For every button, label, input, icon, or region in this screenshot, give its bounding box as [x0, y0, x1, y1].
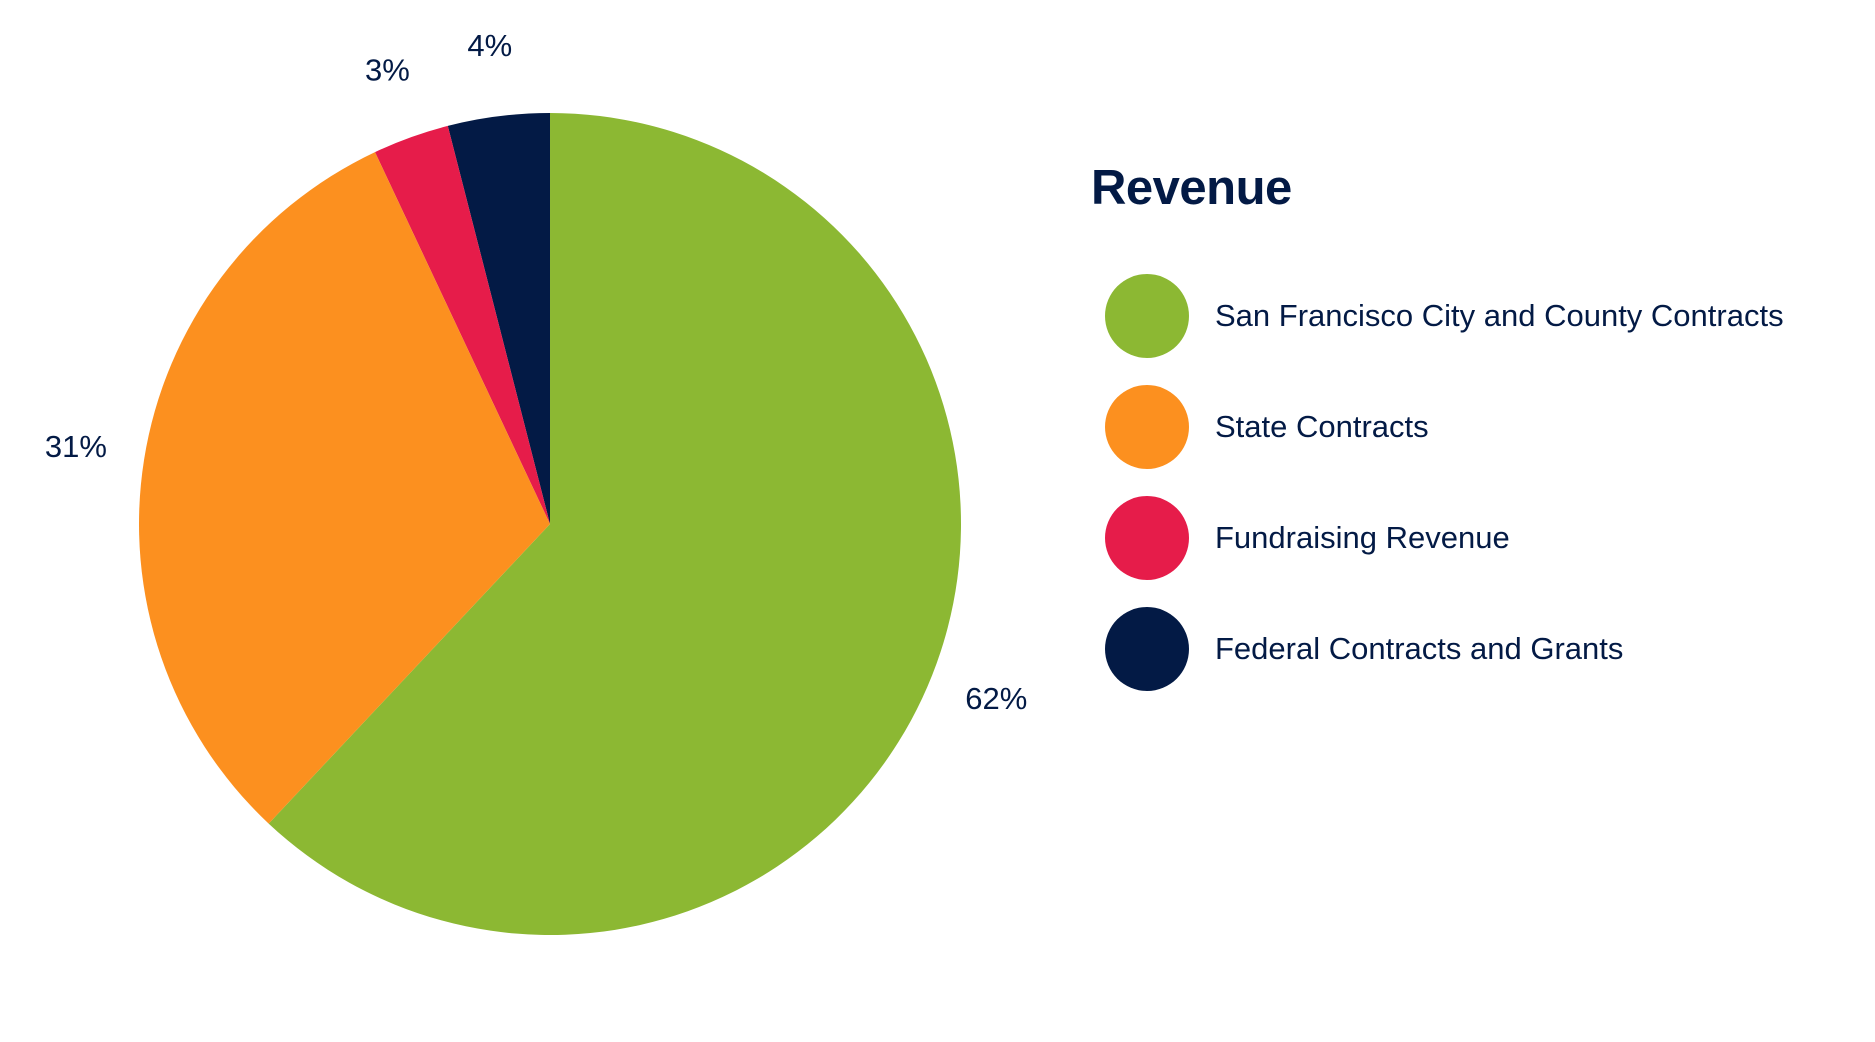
legend-label-state-contracts: State Contracts	[1215, 409, 1429, 444]
legend-label-fundraising: Fundraising Revenue	[1215, 520, 1510, 555]
legend-label-federal: Federal Contracts and Grants	[1215, 631, 1624, 666]
pie-slice-sf-contracts	[268, 113, 962, 935]
legend-swatch-federal	[1105, 607, 1189, 691]
legend-label-sf-contracts: San Francisco City and County Contracts	[1215, 298, 1784, 333]
pie-label-federal: 4%	[467, 28, 512, 63]
legend: Revenue San Francisco City and County Co…	[1090, 160, 1850, 718]
pie-slice-fundraising	[375, 125, 550, 524]
legend-item-sf-contracts: San Francisco City and County Contracts	[1090, 274, 1850, 358]
legend-swatch-fundraising	[1105, 496, 1189, 580]
legend-swatch-sf-contracts	[1105, 274, 1189, 358]
legend-item-federal: Federal Contracts and Grants	[1090, 607, 1850, 691]
legend-item-fundraising: Fundraising Revenue	[1090, 496, 1850, 580]
pie-label-state-contracts: 31%	[45, 429, 107, 464]
pie-label-sf-contracts: 62%	[965, 681, 1027, 716]
legend-swatch-state-contracts	[1105, 385, 1189, 469]
chart-title: Revenue	[1091, 161, 1292, 215]
pie-label-fundraising: 3%	[365, 53, 410, 88]
legend-item-state-contracts: State Contracts	[1090, 385, 1850, 469]
pie-slice-state-contracts	[139, 152, 550, 824]
pie-slice-federal	[447, 113, 550, 524]
